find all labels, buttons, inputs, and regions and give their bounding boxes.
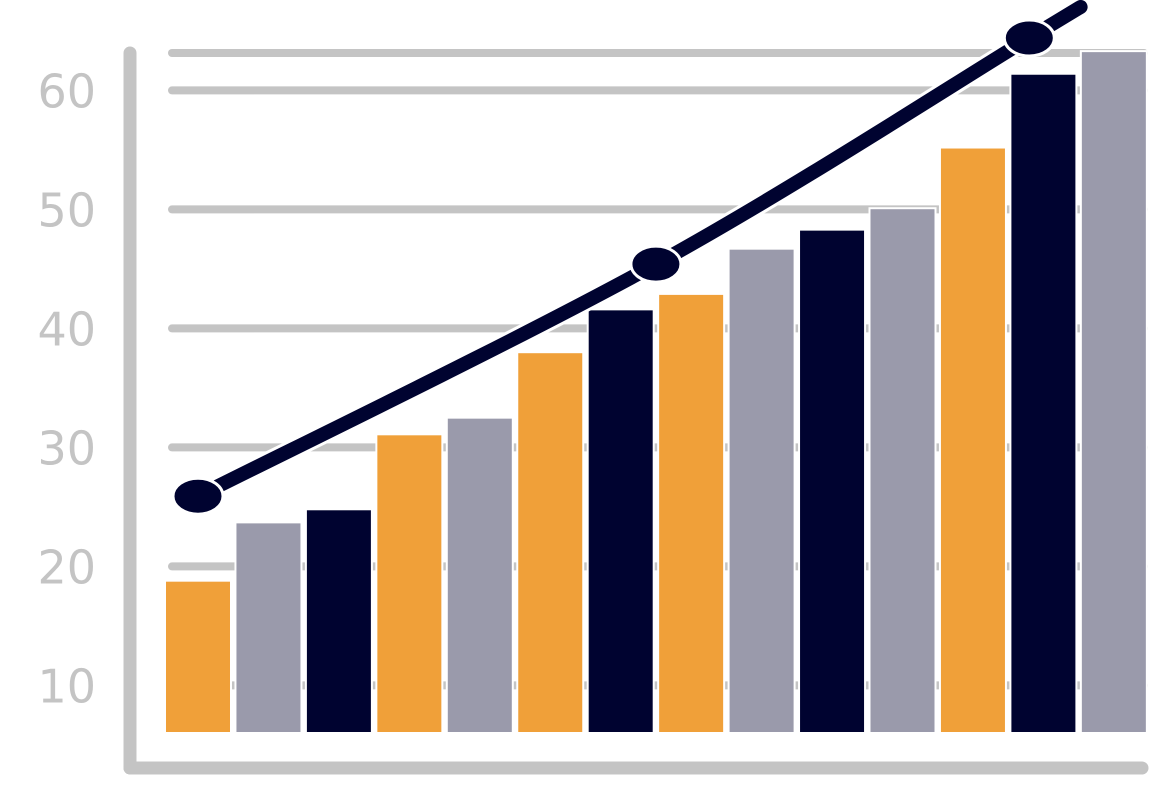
bar (304, 508, 373, 734)
y-tick-label: 40 (37, 302, 96, 356)
bar (798, 228, 867, 734)
y-tick-label: 60 (37, 64, 96, 118)
trend-line (191, 0, 1088, 504)
y-axis-ticks: 10 20 30 40 50 60 (37, 64, 96, 713)
bar (727, 247, 796, 734)
y-tick-label: 50 (37, 183, 96, 237)
bar (586, 308, 655, 734)
bar (868, 207, 937, 734)
bar (516, 351, 585, 734)
bar (1009, 72, 1078, 735)
y-tick-label: 10 (37, 659, 96, 713)
bar (164, 579, 232, 734)
bar (445, 416, 514, 734)
trend-point (1002, 18, 1056, 58)
bars (164, 50, 1148, 735)
bar (375, 433, 444, 734)
trend-line-group (171, 0, 1091, 516)
axes (123, 46, 1149, 775)
y-tick-label: 20 (37, 540, 96, 594)
bar (234, 521, 303, 734)
y-tick-label: 30 (37, 421, 96, 475)
bar (938, 146, 1007, 734)
bar (1079, 50, 1148, 734)
trend-point (171, 476, 225, 516)
trend-point (629, 244, 683, 284)
bar (657, 292, 726, 734)
